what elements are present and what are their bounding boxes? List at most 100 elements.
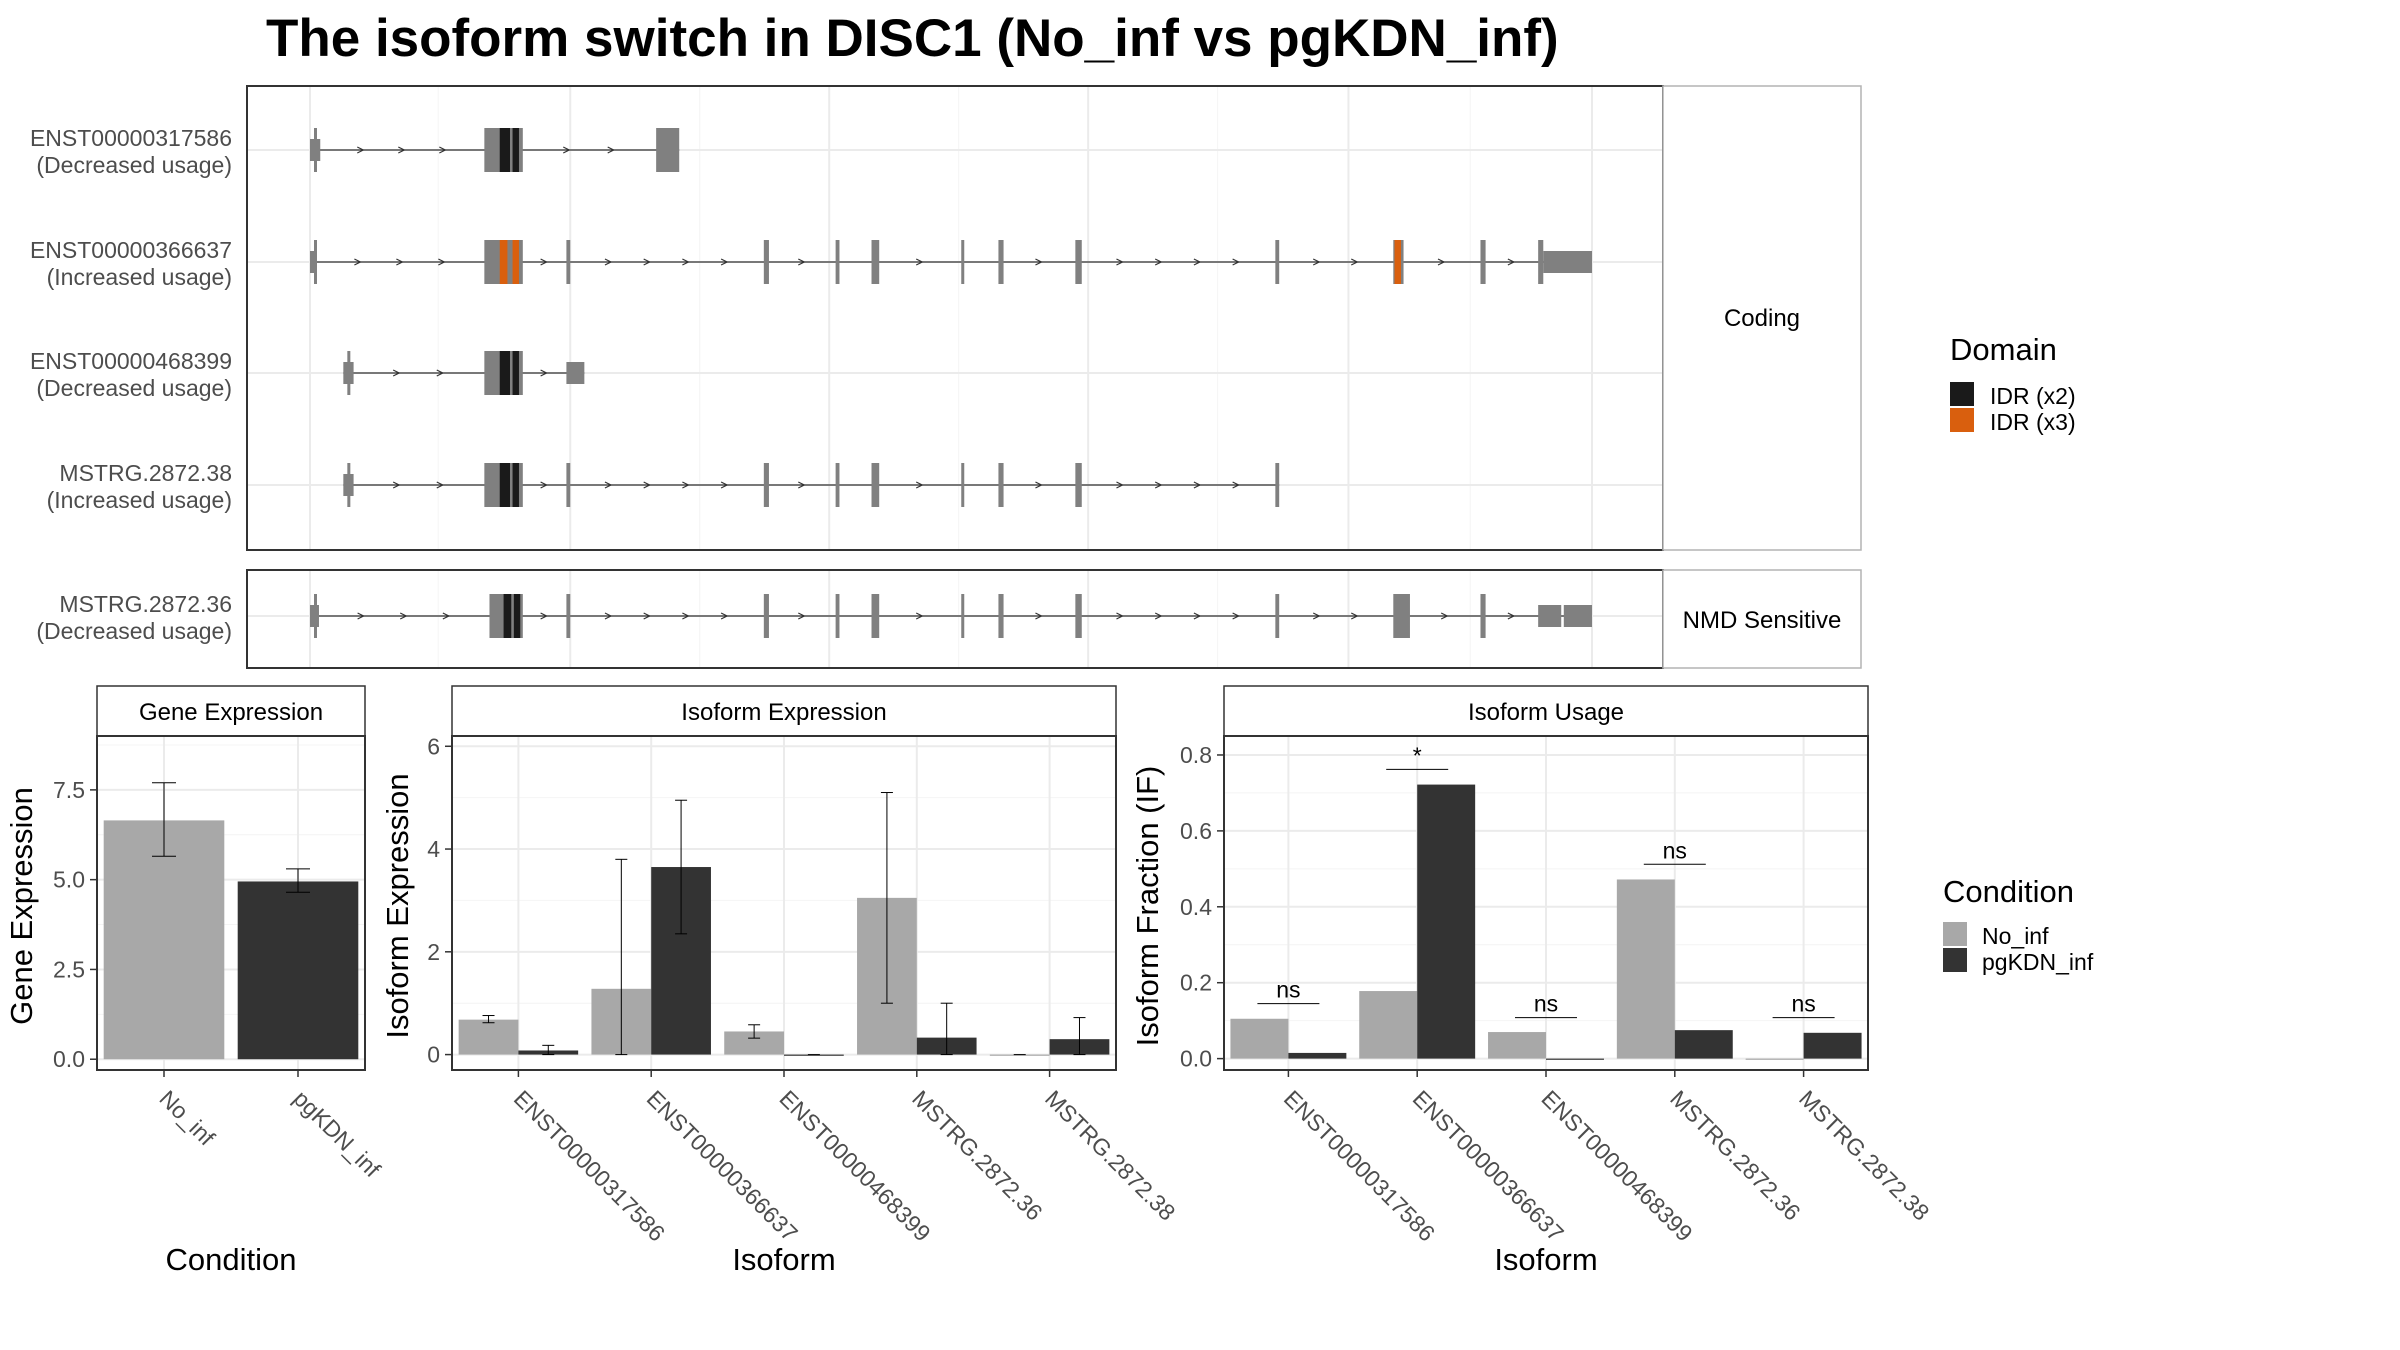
x-tick-label: ENST00000468399	[774, 1085, 935, 1246]
intron-arrow	[1035, 481, 1043, 489]
exon-utr	[1538, 605, 1562, 627]
exon-coding	[835, 240, 840, 284]
exon-coding	[763, 594, 769, 638]
domain-idr-x3-	[512, 240, 519, 284]
gene-expression-x-axis-title: Condition	[166, 1242, 297, 1277]
bar	[784, 1054, 844, 1056]
intron-arrow	[643, 258, 652, 266]
intron-arrow	[1232, 258, 1240, 266]
exon-coding	[835, 463, 840, 507]
intron-arrow	[1035, 612, 1043, 620]
tss-marker	[347, 463, 351, 507]
domain-legend-swatch-idr3	[1950, 408, 1974, 432]
intron-arrow	[682, 612, 690, 620]
domain-idr-x2-	[499, 128, 510, 172]
isoform-expression-x-axis-title: Isoform	[732, 1242, 835, 1277]
isoform-expression-y-ticks: 0 2 4 6	[427, 733, 452, 1068]
exon-utr	[1563, 605, 1592, 627]
gene-expression-chart: Gene Expression 0.0 2.5 5.0 7.5 No_inf pgKDN…	[4, 685, 386, 1277]
gene-expression-y-axis-title: Gene Expression	[4, 787, 39, 1025]
transcript-id-label: ENST00000317586	[30, 125, 232, 151]
intron-arrow	[1193, 612, 1202, 620]
y-tick-label: 0.6	[1180, 818, 1212, 844]
exon-coding	[961, 240, 965, 284]
isoform-expression-grid	[453, 737, 1115, 1069]
intron-arrow	[1232, 612, 1240, 620]
intron-arrow	[604, 258, 613, 266]
intron-arrow	[1154, 258, 1163, 266]
exon-coding	[961, 594, 965, 638]
exon-coding	[835, 594, 840, 638]
intron-arrow	[562, 146, 571, 154]
intron-arrow	[436, 481, 445, 489]
intron-arrow	[682, 258, 690, 266]
intron-arrow	[1437, 258, 1446, 266]
x-tick-label: No_inf	[154, 1085, 220, 1151]
domain-legend-label-idr2: IDR (x2)	[1990, 383, 2076, 409]
tss-marker	[314, 594, 317, 638]
exon-coding	[1480, 240, 1486, 284]
intron-arrow	[399, 612, 408, 620]
exon-coding	[871, 240, 880, 284]
condition-legend-label-no-inf: No_inf	[1982, 923, 2049, 949]
intron-arrow	[720, 258, 729, 266]
bar	[1546, 1058, 1604, 1060]
intron-arrow	[442, 612, 451, 620]
domain-legend-label-idr3: IDR (x3)	[1990, 409, 2076, 435]
page-title: The isoform switch in DISC1 (No_inf vs p…	[266, 9, 1559, 68]
intron-arrow	[354, 258, 362, 266]
bar	[989, 1054, 1050, 1056]
exon-coding	[763, 463, 769, 507]
intron-arrow	[604, 612, 613, 620]
exon-coding	[1075, 240, 1082, 284]
isoform-usage-x-axis-title: Isoform	[1494, 1242, 1597, 1277]
intron-arrow	[540, 481, 548, 489]
x-tick-label: MSTRG.2872.38	[1040, 1085, 1180, 1225]
intron-arrow	[720, 481, 729, 489]
intron-arrow	[357, 146, 365, 154]
intron-arrow	[798, 612, 806, 620]
intron-arrow	[1154, 612, 1163, 620]
intron-arrow	[1312, 258, 1321, 266]
domain-legend-swatch-idr2	[1950, 382, 1974, 406]
exon-coding	[566, 240, 571, 284]
domain-idr-x3-	[499, 240, 508, 284]
bar	[1674, 1030, 1733, 1059]
tss-marker	[314, 128, 317, 172]
x-tick-label: MSTRG.2872.38	[1794, 1085, 1934, 1225]
intron-arrow	[439, 146, 447, 154]
intron-arrow	[1035, 258, 1043, 266]
bar	[724, 1031, 784, 1055]
significance-label: ns	[1534, 991, 1558, 1017]
intron-arrow	[915, 612, 924, 620]
isoform-expression-y-axis-title: Isoform Expression	[380, 773, 415, 1038]
exon-coding	[998, 594, 1004, 638]
gene-expression-y-ticks: 0.0 2.5 5.0 7.5	[53, 777, 97, 1072]
y-tick-label: 5.0	[53, 867, 85, 893]
exon-coding	[656, 128, 680, 172]
significance-label: ns	[1791, 991, 1815, 1017]
gene-expression-x-ticks: No_inf pgKDN_inf	[154, 1070, 386, 1183]
y-tick-label: 7.5	[53, 777, 85, 803]
exon-coding	[1275, 463, 1280, 507]
bar	[237, 881, 359, 1060]
y-tick-label: 2	[427, 939, 440, 965]
exon-coding	[1075, 594, 1082, 638]
nmd-strip	[1662, 569, 1862, 669]
intron-arrow	[1312, 612, 1321, 620]
intron-arrow	[1507, 612, 1516, 620]
intron-arrow	[1440, 612, 1449, 620]
intron-arrow	[1116, 258, 1124, 266]
bar	[1288, 1052, 1347, 1059]
x-tick-label: MSTRG.2872.36	[907, 1085, 1047, 1225]
transcript-usage-label: (Decreased usage)	[36, 152, 232, 178]
transcript-usage-label: (Decreased usage)	[36, 375, 232, 401]
domain-legend: Domain IDR (x2) IDR (x3)	[1950, 332, 2076, 435]
condition-legend-title: Condition	[1943, 874, 2074, 909]
bar	[1359, 991, 1418, 1059]
intron-arrow	[1232, 481, 1240, 489]
intron-arrow	[540, 612, 548, 620]
intron-arrow	[1154, 481, 1163, 489]
